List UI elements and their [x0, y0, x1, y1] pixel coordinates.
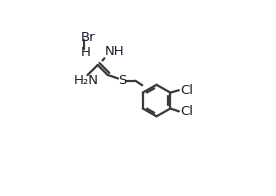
Text: NH: NH: [105, 45, 124, 58]
Text: Br: Br: [80, 31, 95, 44]
Text: H₂N: H₂N: [74, 74, 99, 87]
Text: Cl: Cl: [180, 84, 193, 97]
Text: S: S: [118, 74, 126, 87]
Text: H: H: [80, 46, 90, 59]
Text: Cl: Cl: [180, 105, 193, 118]
